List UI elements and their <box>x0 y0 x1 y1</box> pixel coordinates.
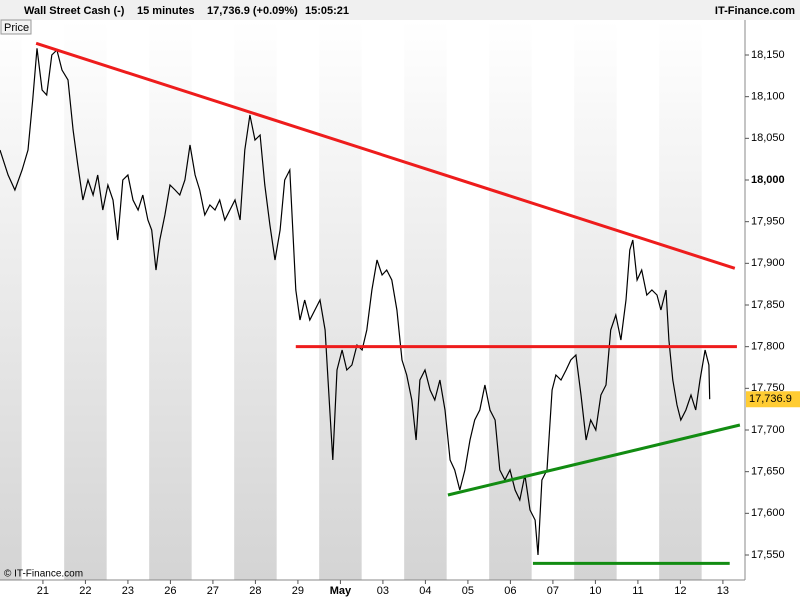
x-tick-label: 11 <box>632 585 643 597</box>
x-tick-label: 26 <box>164 585 176 597</box>
current-price-label: 17,736.9 <box>749 393 792 405</box>
day-stripe <box>659 20 702 580</box>
y-tick-label: 17,900 <box>751 257 785 269</box>
x-tick-label: 05 <box>462 585 474 597</box>
header-bar <box>0 0 800 20</box>
x-tick-label: 28 <box>249 585 261 597</box>
x-tick-label: 10 <box>589 585 601 597</box>
instrument: Wall Street Cash (-) <box>24 5 125 17</box>
y-tick-label: 18,000 <box>751 174 785 186</box>
day-stripe <box>0 20 22 580</box>
copyright: © IT-Finance.com <box>4 569 83 580</box>
panel-label-box <box>0 19 32 35</box>
x-tick-label: 03 <box>377 585 389 597</box>
quote: 17,736.9 (+0.09%) <box>207 5 298 17</box>
x-tick-label: May <box>330 585 352 597</box>
y-tick-label: 18,100 <box>751 91 785 103</box>
y-tick-label: 17,600 <box>751 507 785 519</box>
x-tick-label: 29 <box>292 585 304 597</box>
brand: IT-Finance.com <box>715 5 795 17</box>
time: 15:05:21 <box>305 5 349 17</box>
trendline <box>35 41 736 270</box>
y-tick-label: 18,050 <box>751 132 785 144</box>
interval: 15 minutes <box>137 5 194 17</box>
y-tick-label: 17,550 <box>751 549 785 561</box>
x-tick-label: 27 <box>207 585 219 597</box>
y-tick-label: 17,950 <box>751 216 785 228</box>
x-tick-label: 13 <box>717 585 729 597</box>
current-price-box <box>746 391 800 408</box>
y-tick-label: 17,750 <box>751 382 785 394</box>
day-stripe <box>404 20 447 580</box>
x-tick-label: 04 <box>419 585 431 597</box>
day-stripe <box>149 20 192 580</box>
day-stripe <box>489 20 532 580</box>
y-tick-label: 18,150 <box>751 49 785 61</box>
x-tick-label: 23 <box>122 585 134 597</box>
trendline <box>447 423 741 497</box>
day-stripe <box>319 20 362 580</box>
x-tick-label: 21 <box>37 585 49 597</box>
day-stripe <box>574 20 617 580</box>
panel-label: Price <box>4 22 29 34</box>
y-tick-label: 17,850 <box>751 299 785 311</box>
y-tick-label: 17,700 <box>751 424 785 436</box>
x-tick-label: 07 <box>547 585 559 597</box>
day-stripe <box>234 20 277 580</box>
x-tick-label: 22 <box>79 585 91 597</box>
price-line <box>0 48 711 556</box>
y-tick-label: 17,800 <box>751 341 785 353</box>
x-tick-label: 12 <box>674 585 686 597</box>
y-tick-label: 17,650 <box>751 466 785 478</box>
x-tick-label: 06 <box>504 585 516 597</box>
